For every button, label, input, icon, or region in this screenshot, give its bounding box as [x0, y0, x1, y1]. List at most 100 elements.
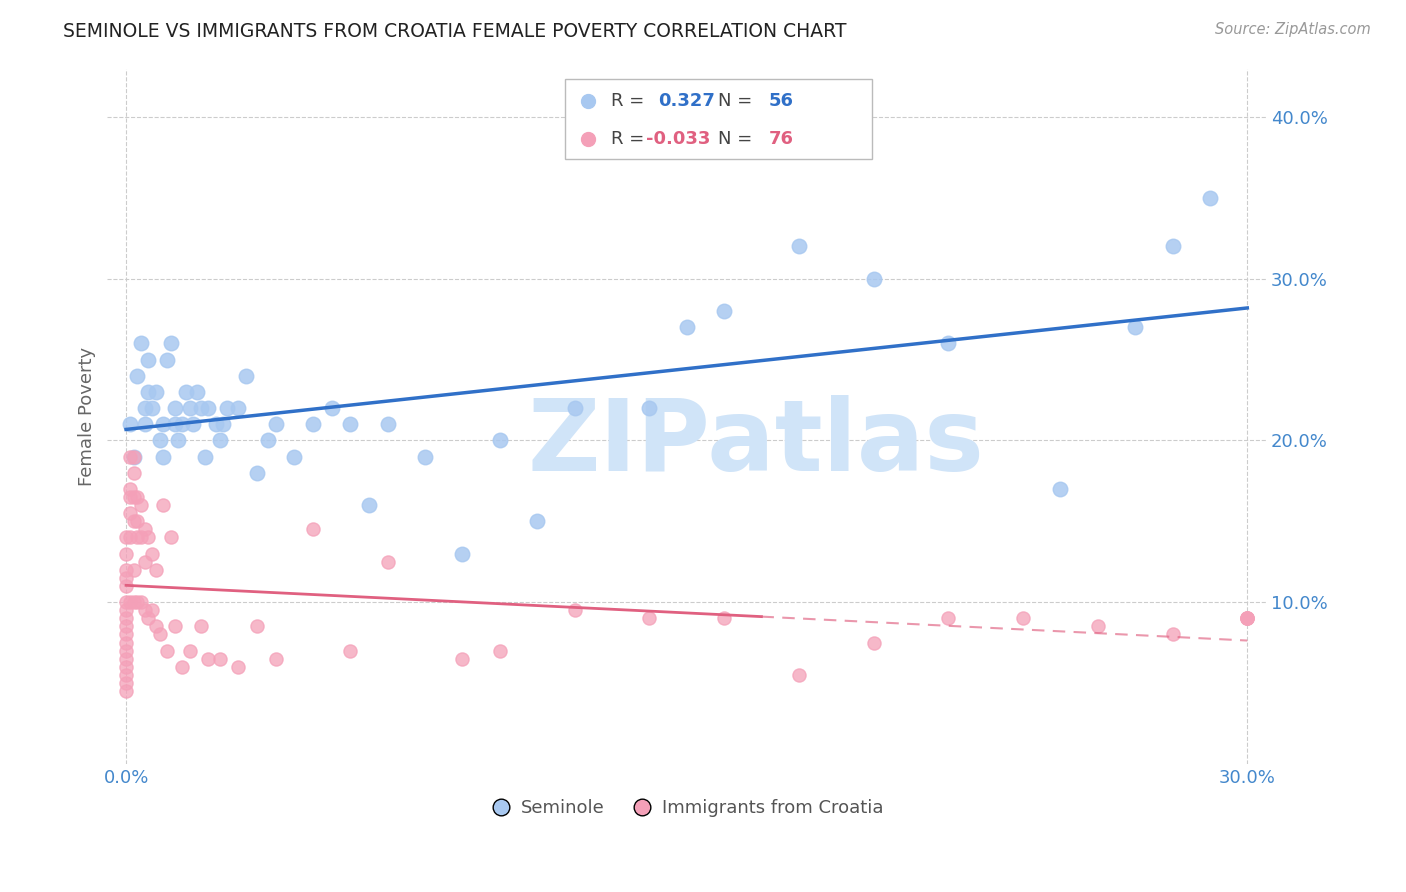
- Point: [127, 514, 149, 528]
- Text: -0.033: -0.033: [647, 130, 710, 148]
- Point: [862, 635, 884, 649]
- Point: [156, 352, 179, 367]
- Text: R =: R =: [612, 92, 651, 110]
- Point: [1087, 619, 1109, 633]
- Point: [193, 450, 215, 464]
- Point: [115, 611, 138, 625]
- Point: [197, 401, 219, 415]
- Point: [129, 531, 152, 545]
- Point: [235, 368, 257, 383]
- Point: [167, 434, 190, 448]
- Point: [122, 490, 145, 504]
- Point: [638, 611, 661, 625]
- Point: [129, 498, 152, 512]
- Point: [246, 466, 269, 480]
- Text: 76: 76: [769, 130, 794, 148]
- Point: [208, 434, 231, 448]
- Point: [152, 498, 174, 512]
- Point: [118, 450, 141, 464]
- Point: [936, 611, 959, 625]
- Point: [118, 595, 141, 609]
- Point: [129, 595, 152, 609]
- Point: [145, 384, 167, 399]
- Point: [226, 401, 249, 415]
- Point: [141, 401, 163, 415]
- Point: [115, 563, 138, 577]
- Text: ZIPatlas: ZIPatlas: [527, 395, 984, 492]
- Text: N =: N =: [718, 130, 758, 148]
- Point: [127, 368, 149, 383]
- Point: [118, 506, 141, 520]
- Point: [1236, 611, 1258, 625]
- Point: [145, 619, 167, 633]
- Point: [179, 643, 201, 657]
- Point: [115, 603, 138, 617]
- Point: [156, 643, 179, 657]
- Point: [246, 619, 269, 633]
- Point: [118, 417, 141, 432]
- Point: [122, 563, 145, 577]
- Point: [163, 619, 186, 633]
- Text: 0.327: 0.327: [658, 92, 714, 110]
- Point: [1123, 320, 1146, 334]
- Point: [141, 547, 163, 561]
- Point: [149, 434, 172, 448]
- Point: [118, 490, 141, 504]
- Point: [339, 417, 361, 432]
- Point: [129, 336, 152, 351]
- Point: [1012, 611, 1035, 625]
- Point: [138, 352, 160, 367]
- Point: [174, 384, 197, 399]
- Point: [127, 531, 149, 545]
- Text: SEMINOLE VS IMMIGRANTS FROM CROATIA FEMALE POVERTY CORRELATION CHART: SEMINOLE VS IMMIGRANTS FROM CROATIA FEMA…: [63, 22, 846, 41]
- Point: [564, 401, 586, 415]
- Point: [526, 514, 548, 528]
- Bar: [565, 79, 872, 159]
- Point: [212, 417, 235, 432]
- Point: [115, 635, 138, 649]
- Point: [115, 595, 138, 609]
- Point: [172, 417, 194, 432]
- Point: [115, 531, 138, 545]
- Point: [122, 595, 145, 609]
- Text: 56: 56: [769, 92, 794, 110]
- Point: [1161, 627, 1184, 641]
- Point: [226, 660, 249, 674]
- Point: [122, 466, 145, 480]
- Point: [134, 401, 156, 415]
- Point: [118, 482, 141, 496]
- Point: [1236, 611, 1258, 625]
- Point: [160, 531, 183, 545]
- Point: [1199, 191, 1222, 205]
- Point: [186, 384, 208, 399]
- Point: [1049, 482, 1071, 496]
- Y-axis label: Female Poverty: Female Poverty: [79, 347, 96, 486]
- Point: [283, 450, 305, 464]
- Point: [357, 498, 380, 512]
- Point: [122, 514, 145, 528]
- Point: [115, 651, 138, 665]
- Point: [115, 660, 138, 674]
- Point: [115, 571, 138, 585]
- Point: [115, 619, 138, 633]
- Point: [115, 579, 138, 593]
- Point: [377, 555, 399, 569]
- Point: [115, 676, 138, 690]
- Point: [183, 417, 205, 432]
- Point: [204, 417, 226, 432]
- Point: [134, 417, 156, 432]
- Point: [152, 450, 174, 464]
- Point: [134, 603, 156, 617]
- Point: [257, 434, 280, 448]
- Point: [638, 401, 661, 415]
- Point: [321, 401, 343, 415]
- Point: [163, 417, 186, 432]
- Point: [713, 304, 735, 318]
- Point: [149, 627, 172, 641]
- Point: [713, 611, 735, 625]
- Point: [138, 384, 160, 399]
- Point: [1236, 611, 1258, 625]
- Point: [215, 401, 238, 415]
- Point: [197, 651, 219, 665]
- Point: [115, 627, 138, 641]
